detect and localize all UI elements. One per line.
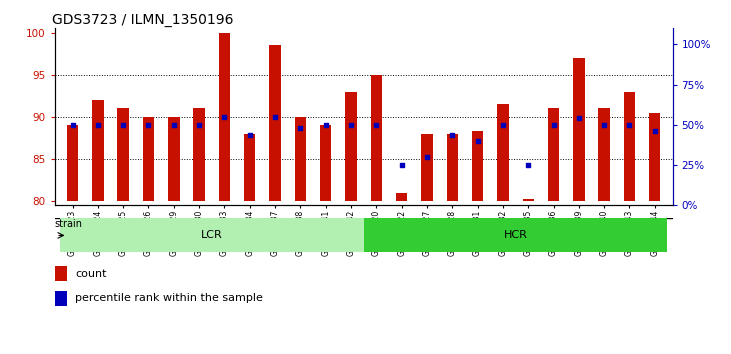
Text: GDS3723 / ILMN_1350196: GDS3723 / ILMN_1350196 (52, 13, 233, 27)
Bar (472, 131, 483, 201)
Bar (168, 117, 180, 201)
Point (649, 129, 661, 134)
Point (395, 162, 407, 168)
Point (168, 122, 180, 128)
Point (67, 122, 78, 128)
Bar (649, 113, 661, 201)
Bar (194, 108, 205, 201)
Point (598, 122, 610, 128)
Bar (219, 33, 230, 201)
Text: percentile rank within the sample: percentile rank within the sample (75, 293, 262, 303)
Point (219, 114, 230, 120)
Bar (295, 117, 306, 201)
Point (92, 122, 104, 128)
Point (143, 122, 154, 128)
Point (244, 132, 256, 137)
Bar (548, 108, 559, 201)
Point (421, 154, 433, 160)
Point (320, 122, 332, 128)
Bar (573, 58, 585, 201)
Bar (67, 125, 78, 201)
Point (497, 122, 509, 128)
Point (573, 116, 585, 121)
Text: count: count (75, 269, 107, 279)
Bar (345, 92, 357, 201)
Bar (55, 291, 67, 306)
Bar (371, 75, 382, 201)
Point (345, 122, 357, 128)
Point (295, 125, 306, 131)
Bar (269, 45, 281, 201)
Bar (92, 100, 104, 201)
Bar (396, 193, 407, 201)
Point (624, 122, 635, 128)
Bar (447, 134, 458, 201)
Point (371, 122, 382, 128)
Bar (364, 218, 667, 252)
Point (447, 132, 458, 137)
Point (523, 162, 534, 168)
Point (471, 138, 483, 144)
Bar (624, 92, 635, 201)
Bar (599, 108, 610, 201)
Bar (320, 125, 331, 201)
Bar (497, 104, 509, 201)
Bar (421, 134, 433, 201)
Bar (523, 199, 534, 201)
Text: HCR: HCR (504, 230, 528, 240)
Bar (143, 117, 154, 201)
Point (548, 122, 559, 128)
Bar (118, 108, 129, 201)
Point (193, 122, 205, 128)
Text: LCR: LCR (201, 230, 223, 240)
Bar (60, 218, 364, 252)
Bar (244, 134, 255, 201)
Point (118, 122, 129, 128)
Text: strain: strain (55, 219, 83, 229)
Point (269, 114, 281, 120)
Bar (55, 266, 67, 281)
